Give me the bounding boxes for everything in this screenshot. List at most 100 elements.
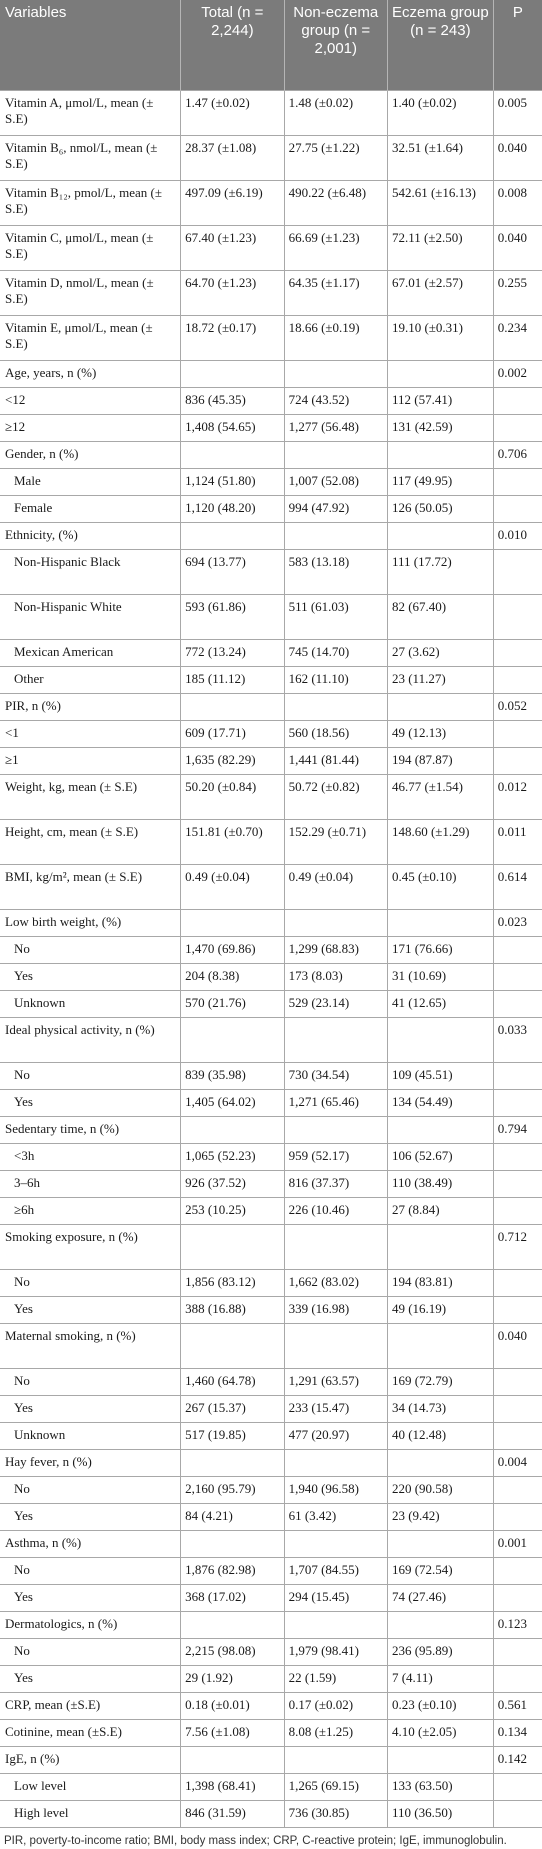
non-eczema-cell [283,1449,388,1477]
p-value-cell [492,747,542,775]
p-value-cell [492,1269,542,1297]
eczema-cell [386,1224,494,1270]
variable-cell: Yes [0,1395,181,1423]
non-eczema-cell: 1,940 (96.58) [283,1476,388,1504]
variable-cell: Hay fever, n (%) [0,1449,181,1477]
total-cell [180,1611,285,1639]
p-value-cell [492,1584,542,1612]
header-p-value: P [492,0,542,91]
eczema-cell: 133 (63.50) [386,1773,494,1801]
non-eczema-cell: 1,662 (83.02) [283,1269,388,1297]
table-row: Ideal physical activity, n (%) 0.033 [0,1017,542,1063]
table-row: ≥12 1,408 (54.65) 1,277 (56.48) 131 (42.59) [0,414,542,442]
eczema-cell [386,1530,494,1558]
eczema-cell [386,1017,494,1063]
total-cell: 1,405 (64.02) [180,1089,285,1117]
table-row: Vitamin E, μmol/L, mean (± S.E) 18.72 (±0… [0,315,542,361]
table-body: Vitamin A, μmol/L, mean (± S.E) 1.47 (±0.… [0,90,542,1828]
table-row: Female 1,120 (48.20) 994 (47.92) 126 (50.05… [0,495,542,523]
non-eczema-cell: 994 (47.92) [283,495,388,523]
eczema-cell [386,1611,494,1639]
table-row: <12 836 (45.35) 724 (43.52) 112 (57.41) [0,387,542,415]
non-eczema-cell: 173 (8.03) [283,963,388,991]
variable-cell: <1 [0,720,181,748]
total-cell: 0.49 (±0.04) [180,864,285,910]
table-footnote: PIR, poverty-to-income ratio; BMI, body … [4,1835,507,1847]
total-cell: 570 (21.76) [180,990,285,1018]
variable-cell: High level [0,1800,181,1828]
total-cell [180,360,285,388]
p-value-cell: 0.234 [492,315,542,361]
eczema-cell: 171 (76.66) [386,936,494,964]
total-cell: 593 (61.86) [180,594,285,640]
eczema-cell [386,1449,494,1477]
p-value-cell: 0.011 [492,819,542,865]
table-row: Vitamin D, nmol/L, mean (± S.E) 64.70 (±1… [0,270,542,316]
variable-cell: Weight, kg, mean (± S.E) [0,774,181,820]
table-row: Yes 1,405 (64.02) 1,271 (65.46) 134 (54.49) [0,1089,542,1117]
p-value-cell: 0.040 [492,225,542,271]
non-eczema-cell: 152.29 (±0.71) [283,819,388,865]
p-value-cell [492,1557,542,1585]
total-cell [180,1746,285,1774]
p-value-cell [492,1197,542,1225]
p-value-cell [492,1638,542,1666]
total-cell: 64.70 (±1.23) [180,270,285,316]
variable-cell: Height, cm, mean (± S.E) [0,819,181,865]
eczema-cell: 74 (27.46) [386,1584,494,1612]
non-eczema-cell: 162 (11.10) [283,666,388,694]
total-cell [180,1530,285,1558]
eczema-cell: 169 (72.54) [386,1557,494,1585]
non-eczema-cell: 1,271 (65.46) [283,1089,388,1117]
non-eczema-cell: 8.08 (±1.25) [283,1719,388,1747]
total-cell: 1,408 (54.65) [180,414,285,442]
variable-cell: Ethnicity, (%) [0,522,181,550]
variable-cell: Sedentary time, n (%) [0,1116,181,1144]
table-row: Sedentary time, n (%) 0.794 [0,1116,542,1144]
total-cell: 204 (8.38) [180,963,285,991]
eczema-cell: 34 (14.73) [386,1395,494,1423]
eczema-cell [386,441,494,469]
non-eczema-cell [283,360,388,388]
non-eczema-cell: 22 (1.59) [283,1665,388,1693]
total-cell: 185 (11.12) [180,666,285,694]
total-cell: 253 (10.25) [180,1197,285,1225]
non-eczema-cell: 0.49 (±0.04) [283,864,388,910]
eczema-cell: 117 (49.95) [386,468,494,496]
variable-cell: Unknown [0,990,181,1018]
eczema-cell: 236 (95.89) [386,1638,494,1666]
non-eczema-cell: 61 (3.42) [283,1503,388,1531]
variable-cell: Vitamin E, μmol/L, mean (± S.E) [0,315,181,361]
variable-cell: PIR, n (%) [0,693,181,721]
eczema-cell: 109 (45.51) [386,1062,494,1090]
non-eczema-cell [283,1116,388,1144]
non-eczema-cell: 1,707 (84.55) [283,1557,388,1585]
eczema-cell [386,1746,494,1774]
total-cell: 609 (17.71) [180,720,285,748]
non-eczema-cell: 1,299 (68.83) [283,936,388,964]
total-cell: 517 (19.85) [180,1422,285,1450]
p-value-cell: 0.142 [492,1746,542,1774]
p-value-cell: 0.004 [492,1449,542,1477]
p-value-cell [492,549,542,595]
variable-cell: Vitamin A, μmol/L, mean (± S.E) [0,90,181,136]
total-cell: 1,124 (51.80) [180,468,285,496]
eczema-cell: 169 (72.79) [386,1368,494,1396]
table-row: 3–6h 926 (37.52) 816 (37.37) 110 (38.49) [0,1170,542,1198]
table-row: Hay fever, n (%) 0.004 [0,1449,542,1477]
variable-cell: Vitamin D, nmol/L, mean (± S.E) [0,270,181,316]
header-variables: Variables [0,0,181,91]
p-value-cell [492,963,542,991]
eczema-cell: 1.40 (±0.02) [386,90,494,136]
total-cell: 7.56 (±1.08) [180,1719,285,1747]
eczema-cell: 194 (83.81) [386,1269,494,1297]
table-row: PIR, n (%) 0.052 [0,693,542,721]
eczema-cell: 49 (12.13) [386,720,494,748]
non-eczema-cell: 1,979 (98.41) [283,1638,388,1666]
non-eczema-cell [283,522,388,550]
table-row: No 1,876 (82.98) 1,707 (84.55) 169 (72.54) [0,1557,542,1585]
p-value-cell [492,1665,542,1693]
variable-cell: Cotinine, mean (±S.E) [0,1719,181,1747]
